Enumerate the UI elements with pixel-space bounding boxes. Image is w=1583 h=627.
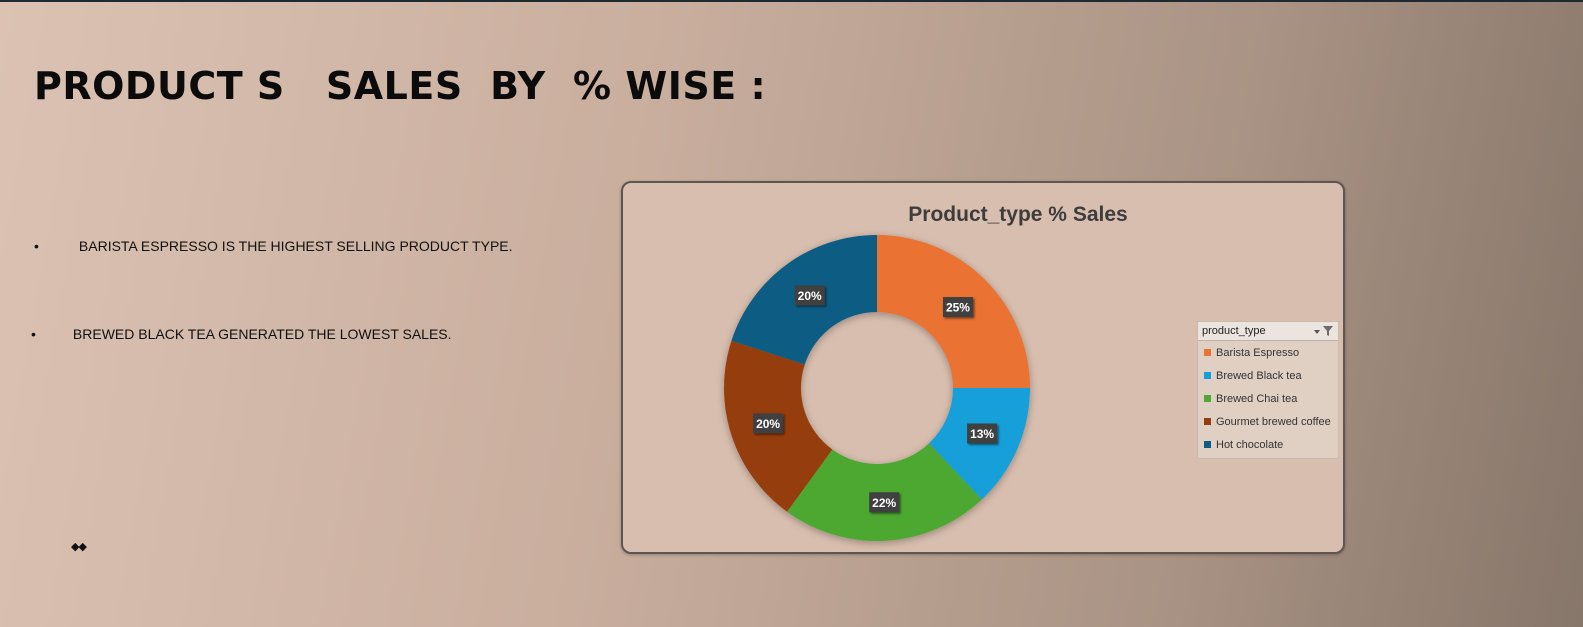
legend-slicer[interactable]: product_type Barista Espresso Brewed Blac… xyxy=(1197,321,1339,459)
data-label: 20% xyxy=(753,413,784,434)
legend-label: Brewed Chai tea xyxy=(1216,392,1298,405)
bullet-point-1: • BARISTA ESPRESSO IS THE HIGHEST SELLIN… xyxy=(34,238,513,254)
legend-item[interactable]: Barista Espresso xyxy=(1198,341,1338,364)
data-label-box xyxy=(794,285,825,306)
slide-title: PRODUCT S SALES BY % WISE : xyxy=(34,64,767,108)
legend-field-name: product_type xyxy=(1202,325,1266,337)
bullet-text-2: BREWED BLACK TEA GENERATED THE LOWEST SA… xyxy=(72,326,452,342)
legend-item[interactable]: Gourmet brewed coffee xyxy=(1198,410,1338,433)
donut-chart[interactable]: 25% 13% 22% 20% 20% xyxy=(623,183,1343,552)
legend-header: product_type xyxy=(1198,322,1338,341)
legend-swatch xyxy=(1204,395,1211,402)
data-label-box xyxy=(753,413,784,434)
data-label-text: 22% xyxy=(872,496,896,510)
data-label-text: 20% xyxy=(756,417,780,431)
donut-slice-brewed-chai-tea[interactable] xyxy=(787,443,982,541)
bullet-icon: • xyxy=(31,326,36,342)
data-label: 13% xyxy=(967,423,998,444)
legend-swatch xyxy=(1204,372,1211,379)
bullet-point-2: • BREWED BLACK TEA GENERATED THE LOWEST … xyxy=(31,326,452,342)
data-label: 20% xyxy=(794,285,825,306)
data-label-box xyxy=(942,297,973,318)
bullet-text-1: BARISTA ESPRESSO IS THE HIGHEST SELLING … xyxy=(78,238,513,254)
data-label-box xyxy=(967,423,998,444)
filter-controls[interactable] xyxy=(1313,325,1334,337)
donut-slice-brewed-black-tea[interactable] xyxy=(929,388,1030,500)
diamond-bullet-icon: ◆◆ xyxy=(71,541,87,553)
data-label-box xyxy=(869,492,900,513)
legend-item[interactable]: Brewed Chai tea xyxy=(1198,387,1338,410)
legend-label: Brewed Black tea xyxy=(1216,369,1302,382)
chart-title: Product_type % Sales xyxy=(908,203,1128,226)
data-label-text: 13% xyxy=(970,427,994,441)
data-label-text: 25% xyxy=(946,301,970,315)
dropdown-arrow-icon[interactable] xyxy=(1313,327,1321,335)
chart-container[interactable]: Product_type % Sales 25% 13% 22% 20% 20% pro… xyxy=(621,181,1345,554)
data-label-text: 20% xyxy=(798,289,822,303)
legend-label: Barista Espresso xyxy=(1216,346,1300,359)
bullet-icon: • xyxy=(34,238,39,254)
legend-item[interactable]: Brewed Black tea xyxy=(1198,364,1338,387)
top-border-line xyxy=(0,0,1583,2)
legend-swatch xyxy=(1204,441,1211,448)
legend-swatch xyxy=(1204,418,1211,425)
legend-label: Gourmet brewed coffee xyxy=(1216,415,1331,428)
data-label: 25% xyxy=(942,297,973,318)
data-label: 22% xyxy=(869,492,900,513)
filter-icon[interactable] xyxy=(1322,325,1334,337)
legend-label: Hot chocolate xyxy=(1216,438,1284,451)
legend-swatch xyxy=(1204,349,1211,356)
legend-item[interactable]: Hot chocolate xyxy=(1198,433,1338,456)
